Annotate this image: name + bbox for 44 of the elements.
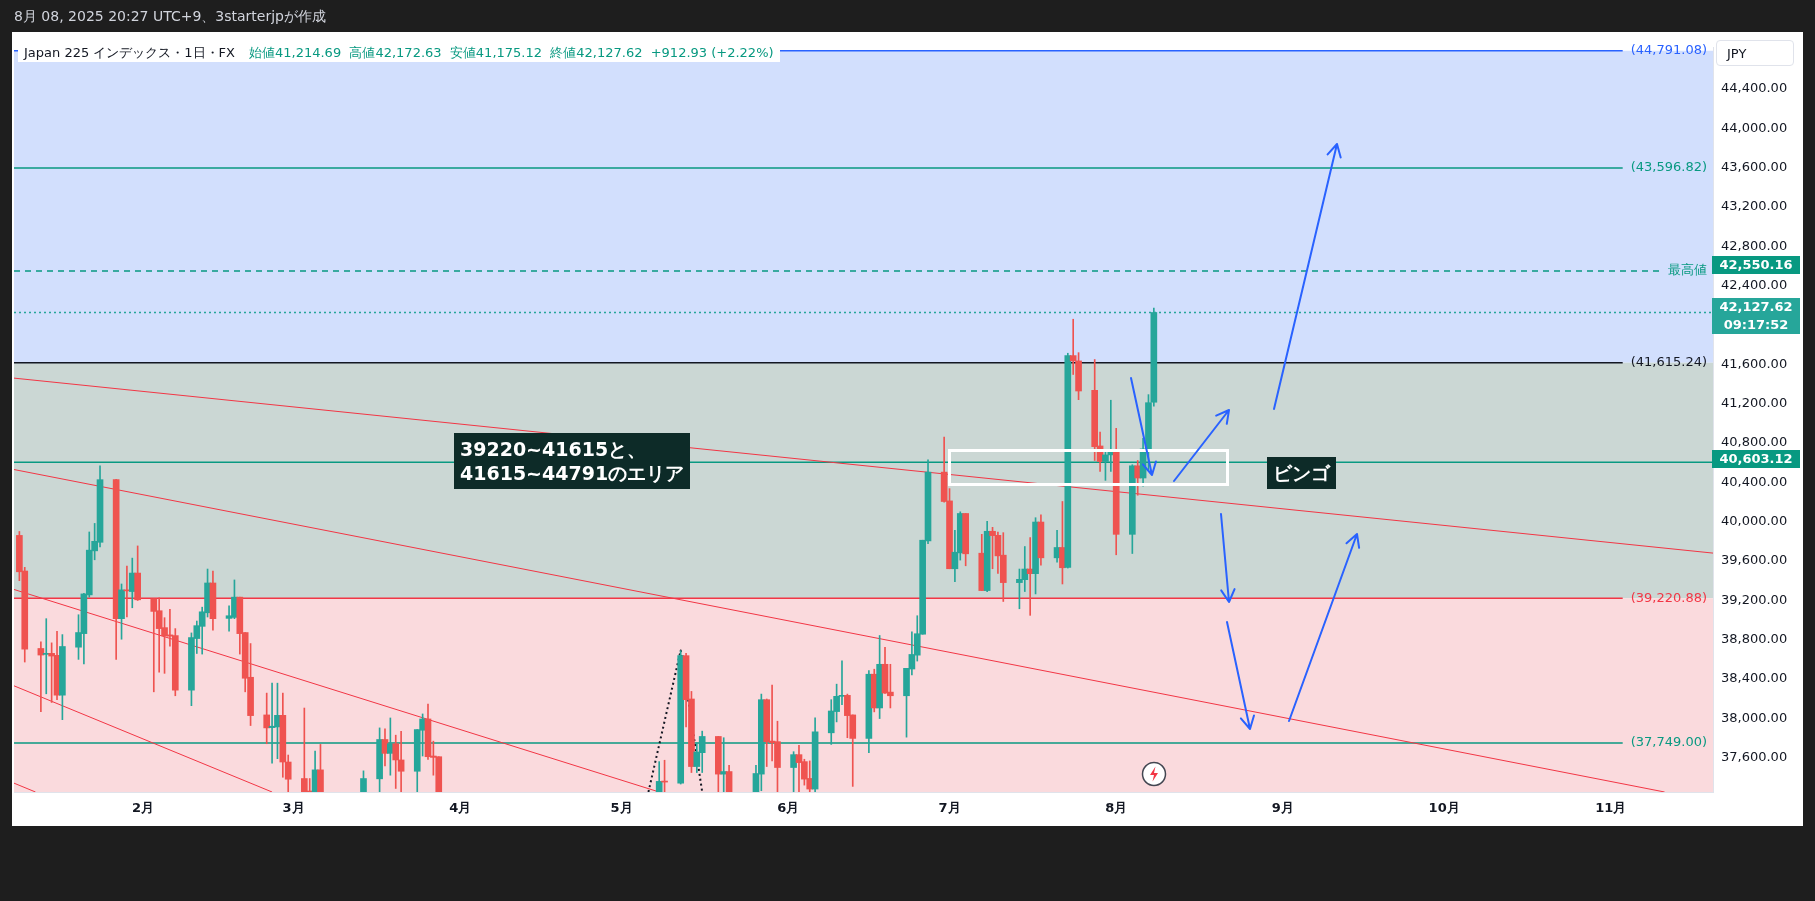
annotation: 39220~41615と、 41615~44791のエリア (454, 433, 691, 489)
y-tick-label: 40,800.00 (1721, 434, 1788, 450)
x-tick-label: 11月 (1595, 800, 1627, 816)
y-tick-label: 43,600.00 (1721, 159, 1788, 175)
y-tick-label: 44,400.00 (1721, 80, 1788, 96)
ref-line-label: (41,615.24) (1630, 354, 1707, 370)
y-tick-label: 42,400.00 (1721, 277, 1788, 293)
x-tick-label: 9月 (1271, 800, 1294, 816)
y-tick-label: 40,400.00 (1721, 473, 1788, 489)
y-tick-label: 37,600.00 (1721, 748, 1788, 764)
candlestick (150, 598, 158, 693)
x-tick-label: 10月 (1428, 800, 1460, 816)
text: 42,550.16 (1712, 256, 1800, 274)
ref-line-label: (43,596.82) (1630, 159, 1707, 175)
text: 40,603.12 (1712, 450, 1800, 468)
y-tick-label: 41,200.00 (1721, 395, 1788, 411)
x-tick-label: 8月 (1105, 800, 1128, 816)
chart-title: Japan 225 インデックス・1日・FX (24, 44, 235, 62)
y-tick-label: 42,800.00 (1721, 237, 1788, 253)
y-tick-label: 38,800.00 (1721, 631, 1788, 646)
y-tick-label: 44,000.00 (1721, 119, 1788, 135)
x-tick-label: 3月 (282, 800, 305, 816)
x-tick-label: 6月 (777, 800, 800, 816)
y-axis-title: JPY (1716, 40, 1794, 66)
y-tick-label: 41,600.00 (1721, 355, 1788, 371)
ref-line-label: 最高値 (1668, 262, 1707, 278)
x-tick-label: 7月 (938, 800, 961, 816)
ref-line-label: (39,220.88) (1630, 589, 1707, 605)
y-tick-label: 43,200.00 (1721, 198, 1788, 214)
candlestick (42, 618, 50, 695)
x-tick-label: 4月 (449, 800, 472, 816)
y-tick-label: 39,600.00 (1721, 552, 1788, 568)
x-tick-label: 2月 (132, 800, 155, 816)
ref-line-label: (37,749.00) (1630, 734, 1707, 750)
text: 8月 08, 2025 20:27 UTC+9、3starterjpが作成 (14, 8, 326, 26)
y-tick-label: 38,400.00 (1721, 670, 1788, 686)
y-tick-label: 38,000.00 (1721, 709, 1788, 725)
y-tick-label: 40,000.00 (1721, 513, 1788, 529)
x-tick-label: 5月 (610, 800, 633, 816)
chart-subtitle: 始値41,214.69 高値42,172.63 安値41,175.12 終値42,127.62 +912.93 (+2.22%) (249, 44, 774, 62)
annotation: ビンゴ (1267, 457, 1336, 489)
y-tick-label: 39,200.00 (1721, 591, 1788, 607)
ref-line-label: (44,791.08) (1630, 42, 1707, 58)
text: 42,127.62 09:17:52 (1712, 298, 1800, 334)
